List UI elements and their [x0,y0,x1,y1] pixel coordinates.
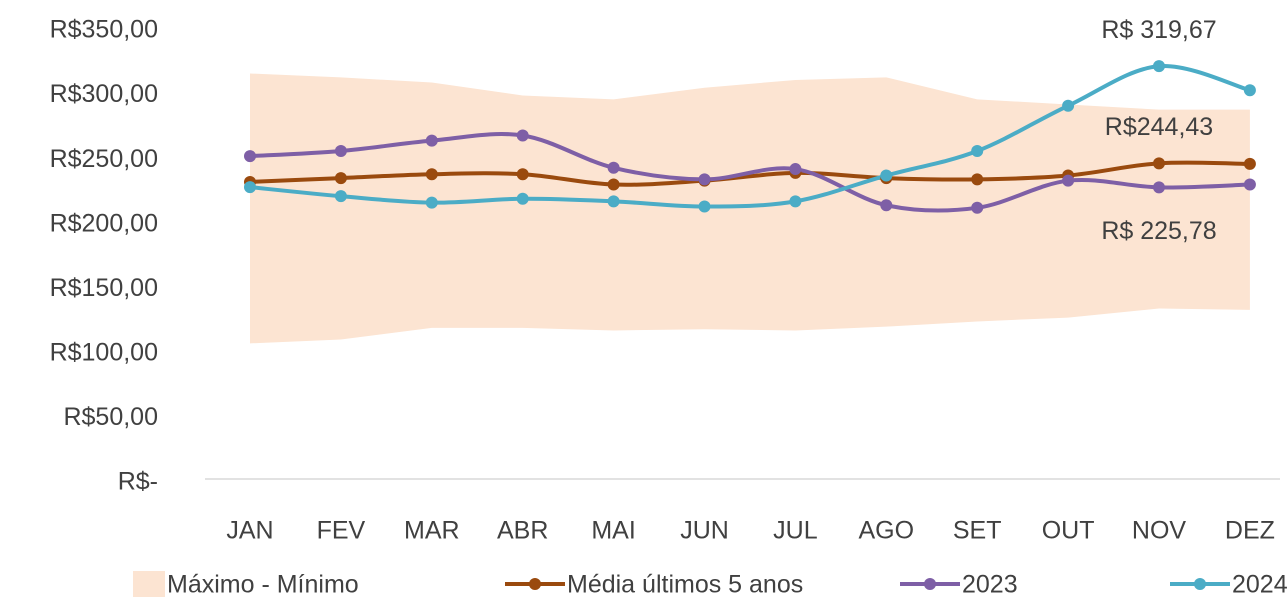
point [971,201,984,214]
point [607,161,620,174]
point [334,190,347,203]
point [880,199,893,212]
y-tick-label: R$350,00 [50,16,158,44]
point [607,195,620,208]
point [789,195,802,208]
y-tick-label: R$- [118,468,158,496]
legend-marker [924,578,936,590]
point [425,196,438,209]
x-tick-label: AGO [859,517,915,545]
point [1062,174,1075,187]
point [971,173,984,186]
legend-label: 2024 [1232,571,1288,599]
legend-label: Média últimos 5 anos [567,571,803,599]
point [334,172,347,185]
point [1153,157,1165,170]
point [1153,181,1165,194]
legend-swatch [133,571,165,597]
point [880,169,893,182]
point [1062,99,1075,112]
y-tick-label: R$150,00 [50,274,158,302]
x-tick-label: NOV [1132,517,1187,545]
point [1153,60,1165,73]
legend-marker [1194,578,1206,590]
data-label: R$ 319,67 [1101,16,1216,44]
legend-label: Máximo - Mínimo [167,571,359,599]
data-label: R$ 225,78 [1101,217,1216,245]
legend-marker [529,578,541,590]
x-tick-label: OUT [1042,517,1095,545]
y-tick-label: R$250,00 [50,145,158,173]
line [249,132,1250,213]
point [971,144,984,157]
point [425,168,438,181]
x-tick-label: ABR [497,517,548,545]
x-tick-label: JAN [226,517,273,545]
x-tick-label: MAI [591,517,635,545]
point [698,200,711,213]
range-band [250,73,1250,344]
point [789,163,802,176]
point [516,129,529,142]
point [334,144,347,157]
point [1243,178,1256,191]
data-label: R$244,43 [1105,113,1213,141]
x-tick-label: SET [953,517,1002,545]
point [698,173,711,186]
point [607,178,620,191]
legend-label: 2023 [962,571,1018,599]
point [244,181,256,194]
point [425,134,438,147]
point [244,150,256,163]
point [1243,84,1256,97]
x-tick-label: MAR [404,517,460,545]
x-tick-label: JUL [773,517,818,545]
x-tick-label: FEV [317,517,366,545]
point [516,192,529,205]
line [249,64,1251,209]
y-tick-label: R$200,00 [50,209,158,237]
y-tick-label: R$300,00 [50,80,158,108]
x-tick-label: JUN [680,517,729,545]
point [1243,157,1256,170]
x-tick-label: DEZ [1225,517,1275,545]
y-tick-label: R$100,00 [50,338,158,366]
point [516,168,529,181]
line [249,160,1250,187]
y-tick-label: R$50,00 [63,403,158,431]
